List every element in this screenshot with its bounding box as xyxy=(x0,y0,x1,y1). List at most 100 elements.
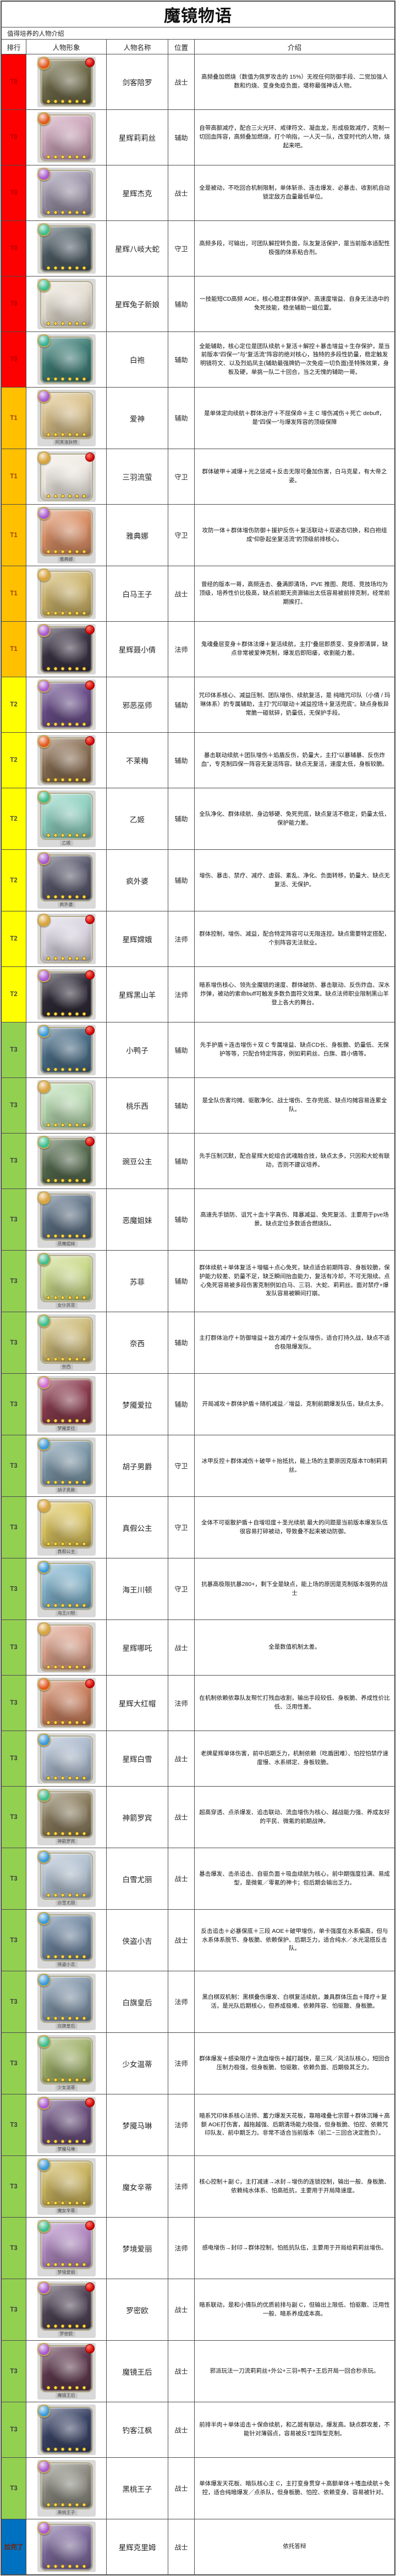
rank-cell: T0 xyxy=(2,110,26,165)
position: 法师 xyxy=(168,967,195,1022)
table-row: T3 星辉哪吒 战士 全是数值机制太差。 xyxy=(2,1620,394,1676)
character-art xyxy=(37,168,93,217)
icon-caption: 海王川顿 xyxy=(55,1611,78,1616)
star-dots-icon xyxy=(45,1603,88,1608)
level-badge-icon xyxy=(85,58,95,67)
avatar-plate xyxy=(37,735,96,786)
rank-cell: T3 xyxy=(2,2094,26,2155)
level-badge-icon xyxy=(85,681,95,690)
star-dots-icon xyxy=(45,1178,88,1183)
gem-icon xyxy=(37,1678,51,1691)
avatar-cell xyxy=(26,449,107,504)
table-row: T3 真假公主 真假公主 守卫 全体不可驱散护盾＋自增坦度＋圣光续航 最大的问题… xyxy=(2,1497,394,1558)
character-art xyxy=(37,334,93,384)
gem-icon xyxy=(37,1912,51,1925)
intro: 暗系咒印体系核心法师、蓄力爆发天花板，靠暗魂叠七宗罪＋群体沉睡＋高额 AOE打伤… xyxy=(199,2112,390,2137)
intro: 群体破甲＋减爆＋光之惩戒＋反击无限可叠加伤害，白马克星，有大帝之姿。 xyxy=(202,468,387,484)
avatar-cell xyxy=(26,221,107,276)
tier-table-body: T0 剑客陪罗 战士 高频叠加燃烧（数值为佩罗攻击的 15%）无视任何防御手段、… xyxy=(2,54,394,2574)
character-name: 恶魔姐妹 xyxy=(107,1189,168,1250)
star-dots-icon xyxy=(45,154,88,159)
position: 辅助 xyxy=(168,388,195,449)
table-row: T3 女仆苏菲 苏菲 辅助 群体续航＋单体复活＋增幅＋点心免死，缺点适合前期阵容… xyxy=(2,1251,394,1312)
position: 辅助 xyxy=(168,677,195,732)
intro: 在机制依赖依靠队友帮忙打残血收割，输出手段较低、身板脆、养成性价比低、泛用性差。 xyxy=(199,1695,390,1710)
position: 法师 xyxy=(168,622,195,677)
intro: 高频多段，可输出，可团队解控转负面，队友复活保护，是当前版本适配性极强的体系粘合… xyxy=(199,240,390,256)
level-badge-icon xyxy=(85,2098,95,2107)
star-dots-icon xyxy=(45,2139,88,2144)
gem-icon xyxy=(37,735,51,748)
character-art xyxy=(37,969,95,1019)
character-name: 侠盗小吉 xyxy=(107,1910,168,1971)
gem-icon xyxy=(37,1136,51,1149)
character-art xyxy=(37,1191,93,1241)
intro: 全能辅助，核心定位是团队续航＋复活＋解控＋暴击增益＋生存保护，是当前版本“四保一… xyxy=(199,342,390,375)
position: 法师 xyxy=(168,1676,195,1731)
level-badge-icon xyxy=(85,2282,95,2292)
character-name: 桃乐西 xyxy=(107,1078,168,1133)
rank-cell: T1 xyxy=(2,388,26,449)
character-name: 不莱梅 xyxy=(107,733,168,788)
avatar-cell xyxy=(26,733,107,788)
avatar-plate xyxy=(37,57,96,107)
star-dots-icon xyxy=(45,377,88,382)
rank-cell: T3 xyxy=(2,1078,26,1133)
position: 辅助 xyxy=(168,277,195,331)
position: 守卫 xyxy=(168,1558,195,1619)
level-badge-icon xyxy=(85,1026,95,1035)
star-dots-icon xyxy=(45,2564,88,2569)
rank-cell: T3 xyxy=(2,1189,26,1250)
star-dots-icon xyxy=(45,99,88,104)
intro: 全是数值机制太差。 xyxy=(268,1644,321,1651)
title-bar: 魔镜物语 xyxy=(2,2,394,27)
character-name: 豌豆公主 xyxy=(107,1134,168,1189)
gem-icon xyxy=(37,568,51,582)
star-dots-icon xyxy=(45,666,88,671)
position: 辅助 xyxy=(168,1189,195,1250)
character-art xyxy=(37,914,95,963)
character-art xyxy=(37,2460,93,2509)
character-art xyxy=(37,1136,95,1185)
star-dots-icon xyxy=(45,432,88,437)
avatar-plate: 奈西 xyxy=(37,1314,96,1371)
table-row: T0 星辉莉莉丝 辅助 自带高额减疗，配合三火光环、戒律符文、凝血龙，形成极致减… xyxy=(2,110,394,165)
position: 守卫 xyxy=(168,449,195,504)
intro: 全体不可驱散护盾＋自增坦度＋圣光续航 最大的问题是当前版本爆发队伍很容易打碎被动… xyxy=(201,1519,388,1535)
table-row: 拉完了 星辉克里姆 战士 依托答辩 xyxy=(2,2519,394,2574)
rank-cell: T3 xyxy=(2,1251,26,1312)
gem-icon xyxy=(37,624,51,637)
avatar-plate: 白旗皇后 xyxy=(37,1974,96,2030)
gem-icon xyxy=(37,223,51,236)
rank-cell: T3 xyxy=(2,1731,26,1786)
column-header-rank: 排行 xyxy=(2,40,26,54)
avatar-plate xyxy=(37,624,96,675)
icon-caption: 白旗皇后 xyxy=(55,2024,78,2029)
star-dots-icon xyxy=(45,1776,88,1781)
character-art xyxy=(37,1438,93,1487)
intro: 抗暴高极限抗暴280+，剩下全是缺点，能上场的原因是克制版本强势的战士 xyxy=(201,1580,388,1596)
gem-icon xyxy=(37,1025,51,1038)
icon-caption: 白雪尤丽 xyxy=(55,1900,78,1906)
star-dots-icon xyxy=(45,2324,88,2329)
gem-icon xyxy=(37,2343,51,2356)
character-name: 星辉白雪 xyxy=(107,1731,168,1786)
gem-icon xyxy=(37,1376,51,1389)
gem-icon xyxy=(37,1850,51,1864)
table-row: T3 魔女辛蒂 魔女辛蒂 法师 核心控制＋副 C，主打减速→冰封→增伤的连锁控制… xyxy=(2,2156,394,2218)
avatar-cell: 少女温蒂 xyxy=(26,2033,107,2094)
star-dots-icon xyxy=(45,2262,88,2267)
avatar-plate: 少女温蒂 xyxy=(37,2035,96,2092)
level-badge-icon xyxy=(85,915,95,924)
gem-icon xyxy=(37,2460,51,2473)
avatar-plate xyxy=(37,112,96,163)
gem-icon xyxy=(37,2097,51,2110)
avatar-plate: 雅典娜 xyxy=(37,507,96,563)
table-row: T0 星辉八岐大蛇 守卫 高频多段，可输出，可团队解控转负面，队友复活保护，是当… xyxy=(2,221,394,277)
avatar-cell xyxy=(26,677,107,732)
intro: 暗系联动，是和小倩队的优质前排与副 C，但输出上限低、怕驱散、泛用性一般、暗系养… xyxy=(199,2301,390,2317)
avatar-plate xyxy=(37,914,96,964)
avatar-plate xyxy=(37,1080,96,1131)
gem-icon xyxy=(37,679,51,693)
table-row: T3 星辉白雪 战士 老牌星辉单体伤害，前中后期乏力，机制依赖（吃盾困难）、怕控… xyxy=(2,1731,394,1787)
